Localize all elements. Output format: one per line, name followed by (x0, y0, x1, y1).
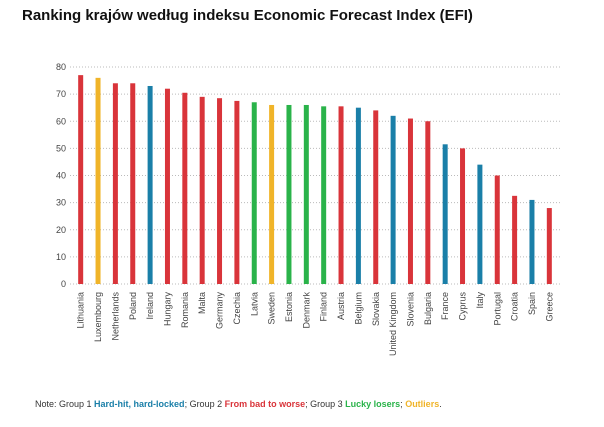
bar (164, 88, 170, 284)
bar (147, 85, 153, 284)
note: Note: Group 1 Hard-hit, hard-locked; Gro… (35, 399, 442, 409)
chart-title: Ranking krajów według indeksu Economic F… (22, 7, 473, 24)
x-tick-label: Luxembourg (93, 292, 103, 342)
x-tick-label: Estonia (284, 292, 294, 322)
x-tick-label: United Kingdom (388, 292, 398, 356)
y-tick-label: 60 (56, 116, 66, 126)
x-tick-label: France (440, 292, 450, 320)
bar (477, 164, 483, 284)
bar (251, 102, 257, 284)
bar (182, 92, 188, 284)
bar (390, 115, 396, 284)
x-tick-label: Croatia (510, 292, 520, 321)
note-part: ; Group 3 (305, 399, 345, 409)
bar (494, 175, 500, 284)
bar (112, 83, 118, 285)
x-tick-label: Slovenia (405, 292, 415, 327)
x-tick-label: Netherlands (110, 292, 120, 341)
bar (442, 144, 448, 284)
bar (303, 104, 309, 284)
bar (199, 96, 205, 285)
x-tick-label: Lithuania (76, 292, 86, 329)
x-tick-label: Ireland (145, 292, 155, 320)
x-tick-label: Latvia (249, 292, 259, 316)
note-part: ; Group 2 (185, 399, 225, 409)
bar (130, 83, 136, 285)
bar (529, 199, 535, 284)
y-tick-label: 50 (56, 143, 66, 153)
y-tick-label: 30 (56, 198, 66, 208)
note-part: Lucky losers (345, 399, 400, 409)
bar (78, 75, 84, 284)
note-part: From bad to worse (225, 399, 306, 409)
bar (546, 208, 552, 284)
x-tick-label: Cyprus (458, 292, 468, 321)
bar (425, 121, 431, 284)
note-part: Note: Group 1 (35, 399, 94, 409)
note-part: . (439, 399, 442, 409)
x-tick-label: Malta (197, 292, 207, 314)
x-tick-label: Greece (544, 292, 554, 322)
note-part: ; (400, 399, 405, 409)
bar (512, 195, 518, 284)
x-tick-label: Czechia (232, 292, 242, 325)
bar (286, 104, 292, 284)
x-tick-label: Portugal (492, 292, 502, 326)
x-tick-label: Austria (336, 292, 346, 320)
bar (321, 106, 327, 284)
x-tick-label: Poland (128, 292, 138, 320)
bar (407, 118, 413, 284)
y-tick-label: 70 (56, 89, 66, 99)
x-tick-label: Bulgaria (423, 292, 433, 325)
bar (234, 100, 240, 284)
x-tick-label: Finland (319, 292, 329, 322)
bar (355, 107, 361, 284)
x-tick-label: Germany (215, 292, 225, 330)
bar (460, 148, 466, 284)
x-tick-label: Belgium (353, 292, 363, 325)
bar (95, 77, 101, 284)
y-tick-label: 20 (56, 225, 66, 235)
y-tick-label: 10 (56, 252, 66, 262)
bar (217, 98, 223, 284)
x-tick-label: Hungary (162, 292, 172, 327)
x-tick-label: Spain (527, 292, 537, 315)
y-tick-label: 0 (61, 279, 66, 289)
bar (269, 104, 275, 284)
note-part: Outliers (405, 399, 439, 409)
x-tick-label: Slovakia (371, 292, 381, 326)
note-part: Hard-hit, hard-locked (94, 399, 185, 409)
bar (338, 106, 344, 284)
x-tick-label: Romania (180, 292, 190, 328)
y-tick-label: 40 (56, 171, 66, 181)
x-tick-label: Denmark (301, 292, 311, 329)
x-tick-label: Italy (475, 292, 485, 309)
y-tick-label: 80 (56, 62, 66, 72)
x-tick-label: Sweden (267, 292, 277, 325)
bar (373, 110, 379, 285)
